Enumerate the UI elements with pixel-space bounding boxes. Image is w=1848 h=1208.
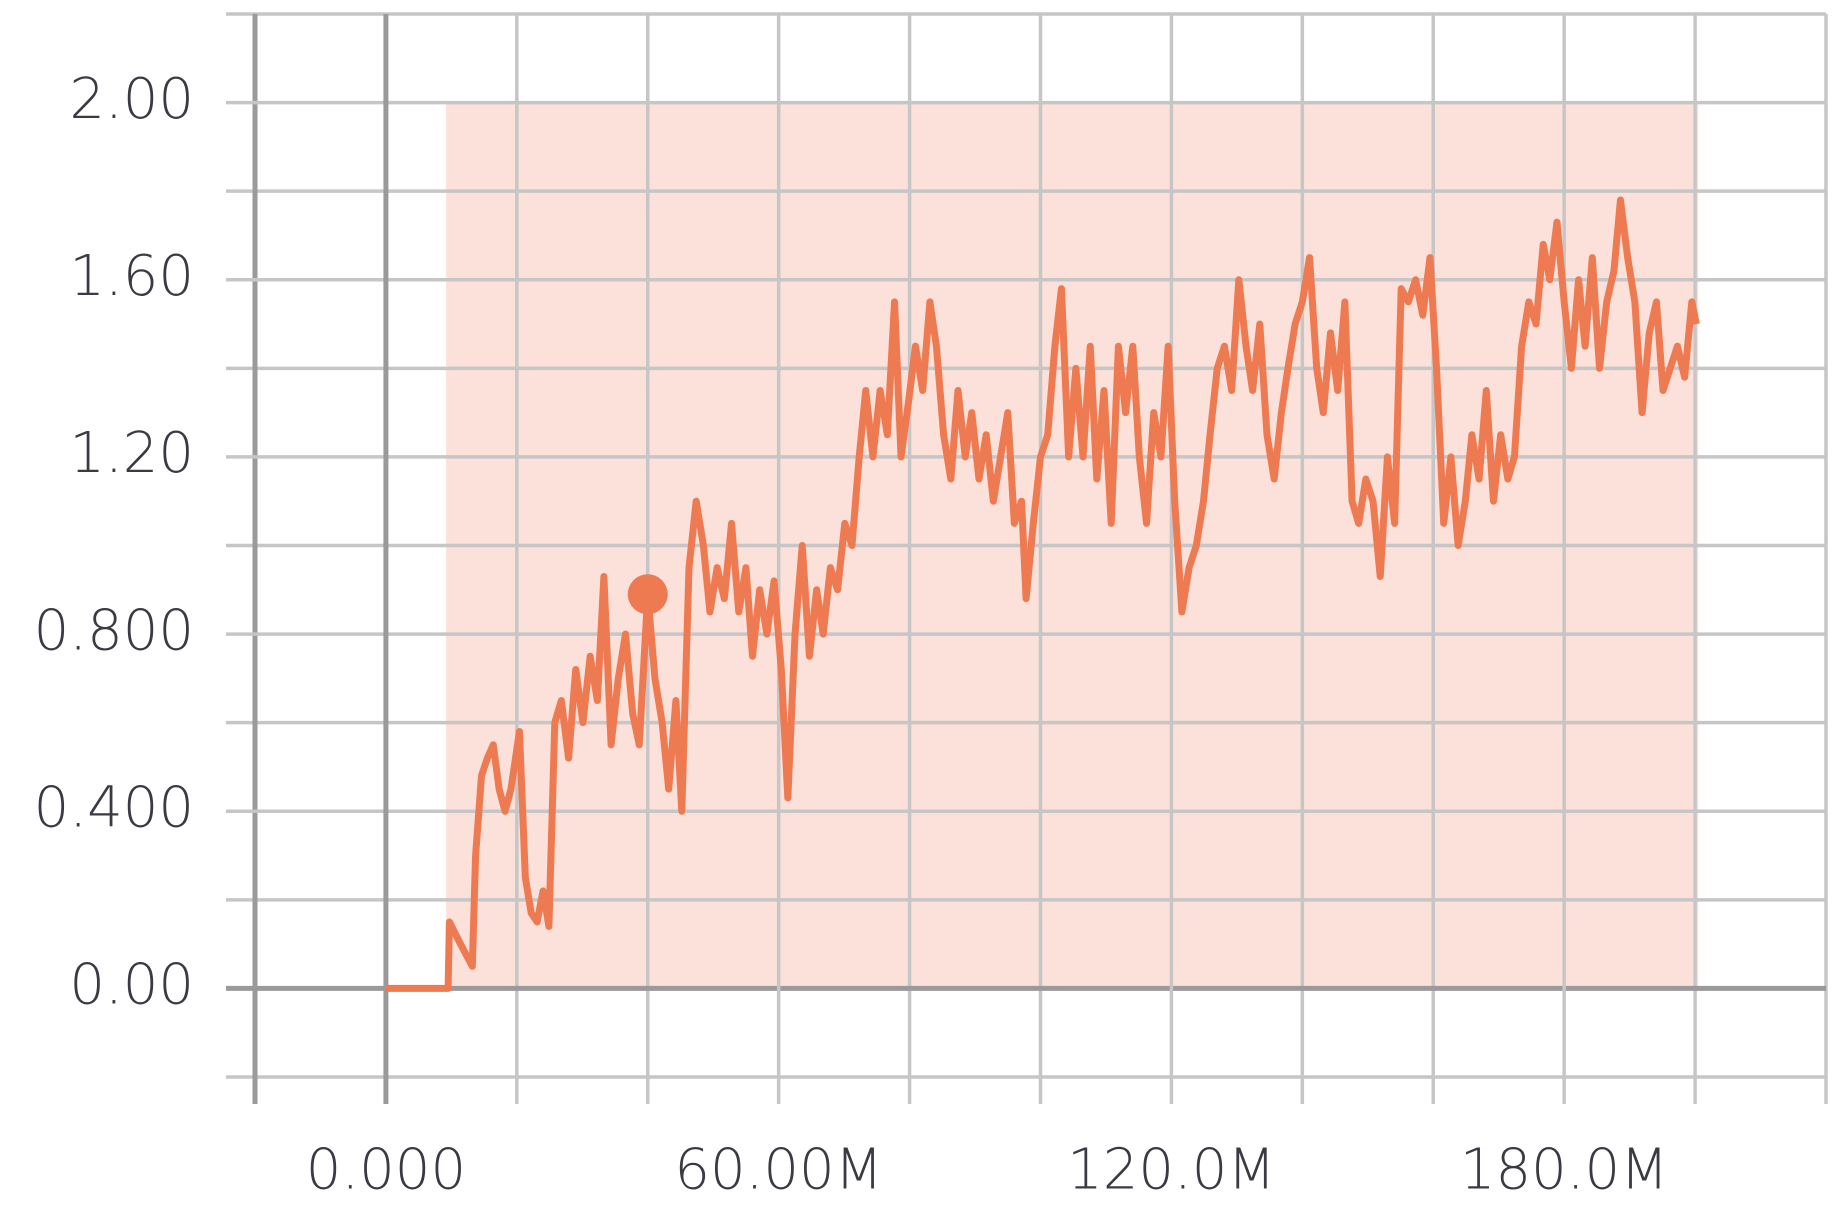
series-line (385, 196, 1700, 992)
y-tick-label: 2.00 (69, 67, 194, 132)
x-tick-label: 180.0M (1460, 1137, 1669, 1202)
y-tick-label: 0.800 (34, 598, 194, 663)
y-tick-label: 1.20 (69, 421, 194, 486)
x-tick-label: 60.00M (674, 1137, 883, 1202)
highlight-point (627, 574, 668, 615)
y-tick-label: 0.400 (34, 776, 194, 841)
x-tick-label: 120.0M (1067, 1137, 1276, 1202)
y-tick-label: 0.00 (69, 953, 194, 1018)
y-tick-label: 1.60 (69, 244, 194, 309)
x-tick-label: 0.000 (306, 1137, 466, 1202)
